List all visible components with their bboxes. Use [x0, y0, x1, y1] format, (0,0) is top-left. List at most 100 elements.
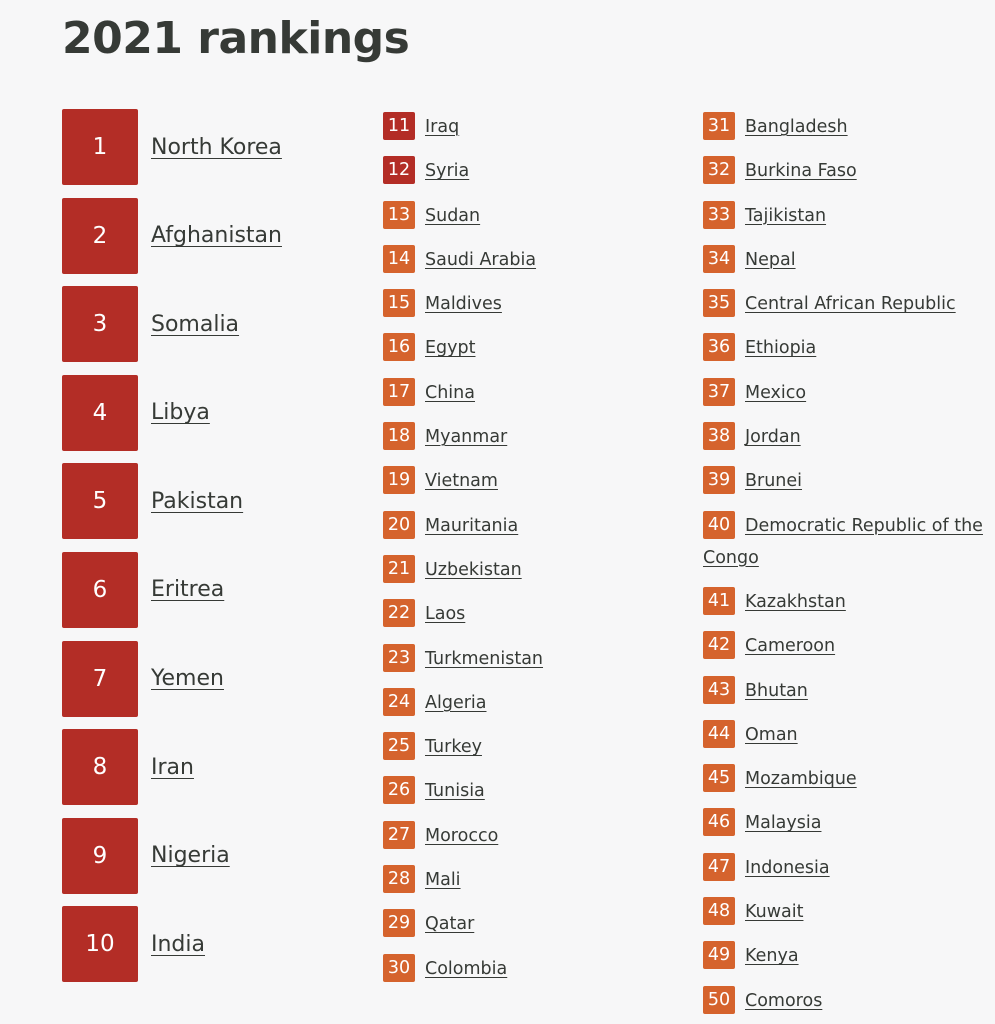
country-link[interactable]: Burkina Faso [745, 161, 857, 182]
country-link[interactable]: Democratic Republic of the Congo [703, 515, 983, 568]
country-link[interactable]: Mauritania [425, 515, 519, 536]
rank-badge: 21 [383, 554, 415, 583]
country-link[interactable]: Afghanistan [151, 223, 282, 249]
rank-badge: 19 [383, 466, 415, 495]
country-link[interactable]: Pakistan [151, 488, 244, 514]
ranking-item: 47 Indonesia [703, 852, 991, 884]
rank-badge: 12 [383, 156, 415, 185]
rank-badge: 28 [383, 865, 415, 894]
country-link[interactable]: Yemen [151, 666, 224, 692]
rank-badge: 46 [703, 808, 735, 837]
country-link[interactable]: Ethiopia [745, 338, 817, 359]
ranking-item: 44 Oman [703, 719, 991, 751]
rank-badge: 44 [703, 719, 735, 748]
country-link[interactable]: Central African Republic [745, 294, 956, 315]
country-link[interactable]: China [425, 382, 475, 403]
country-link[interactable]: Tunisia [425, 781, 485, 802]
ranking-item: 12 Syria [383, 155, 683, 187]
rank-badge: 7 [62, 640, 138, 717]
country-link[interactable]: Malaysia [745, 813, 822, 834]
country-link[interactable]: Sudan [425, 205, 481, 226]
country-link[interactable]: Comoros [745, 990, 823, 1011]
rank-badge: 45 [703, 764, 735, 793]
country-link[interactable]: Qatar [425, 914, 475, 935]
ranking-item: 2 Afghanistan [62, 197, 362, 274]
country-link[interactable]: Eritrea [151, 577, 225, 603]
country-link[interactable]: Cameroon [745, 636, 836, 657]
ranking-item: 19 Vietnam [383, 465, 683, 497]
ranking-item: 23 Turkmenistan [383, 643, 683, 675]
ranking-item: 21 Uzbekistan [383, 554, 683, 586]
country-link[interactable]: Egypt [425, 338, 476, 359]
rank-badge: 2 [62, 197, 138, 274]
country-link[interactable]: Mexico [745, 382, 807, 403]
ranking-item: 25 Turkey [383, 731, 683, 763]
country-link[interactable]: Somalia [151, 311, 240, 337]
ranking-item: 8 Iran [62, 729, 362, 806]
country-link[interactable]: Nepal [745, 249, 796, 270]
country-link[interactable]: Libya [151, 400, 210, 426]
ranking-item: 1 North Korea [62, 109, 362, 185]
rank-badge: 30 [383, 953, 415, 982]
country-link[interactable]: Kazakhstan [745, 591, 846, 612]
country-link[interactable]: Bangladesh [745, 117, 848, 137]
ranking-item: 34 Nepal [703, 244, 991, 276]
ranking-item: 3 Somalia [62, 286, 362, 363]
country-link[interactable]: Bhutan [745, 680, 808, 701]
rank-badge: 41 [703, 586, 735, 615]
ranking-item: 31 Bangladesh [703, 111, 991, 143]
country-link[interactable]: Mozambique [745, 769, 857, 790]
rank-badge: 31 [703, 112, 735, 140]
ranking-item: 4 Libya [62, 374, 362, 451]
country-link[interactable]: Turkey [425, 737, 482, 758]
rank-badge: 43 [703, 675, 735, 704]
country-link[interactable]: Mali [425, 870, 461, 891]
country-link[interactable]: Brunei [745, 471, 803, 492]
country-link[interactable]: Uzbekistan [425, 559, 522, 580]
ranking-item: 32 Burkina Faso [703, 155, 991, 187]
country-link[interactable]: Tajikistan [745, 205, 827, 226]
ranking-item: 38 Jordan [703, 421, 991, 453]
country-link[interactable]: Kuwait [745, 902, 804, 923]
ranking-item: 20 Mauritania [383, 510, 683, 542]
country-link[interactable]: Jordan [745, 427, 801, 448]
country-link[interactable]: Myanmar [425, 427, 508, 448]
country-link[interactable]: Iran [151, 754, 194, 780]
ranking-item: 46 Malaysia [703, 807, 991, 839]
rank-badge: 14 [383, 244, 415, 273]
country-link[interactable]: Vietnam [425, 471, 498, 492]
country-link[interactable]: Algeria [425, 692, 487, 713]
rankings-31-50-column: 31 Bangladesh 32 Burkina Faso 33 Tajikistan 34… [703, 111, 991, 1024]
country-link[interactable]: Kenya [745, 946, 799, 967]
country-link[interactable]: Nigeria [151, 843, 230, 869]
ranking-item: 11 Iraq [383, 111, 683, 143]
ranking-item: 39 Brunei [703, 465, 991, 497]
country-link[interactable]: Morocco [425, 825, 499, 846]
rank-badge: 49 [703, 941, 735, 970]
country-link[interactable]: Oman [745, 724, 798, 745]
rank-badge: 13 [383, 200, 415, 229]
country-link[interactable]: North Korea [151, 134, 282, 160]
country-link[interactable]: India [151, 931, 205, 957]
rank-badge: 48 [703, 897, 735, 926]
country-link[interactable]: Maldives [425, 294, 502, 315]
country-link[interactable]: Indonesia [745, 857, 830, 878]
ranking-item: 29 Qatar [383, 908, 683, 940]
rank-badge: 37 [703, 377, 735, 406]
ranking-item: 37 Mexico [703, 377, 991, 409]
rankings-11-30-column: 11 Iraq 12 Syria 13 Sudan 14 Saudi Arabia 15 Mald… [383, 111, 683, 997]
rank-badge: 16 [383, 333, 415, 362]
country-link[interactable]: Colombia [425, 958, 508, 979]
rank-badge: 9 [62, 817, 138, 894]
rank-badge: 17 [383, 377, 415, 406]
rank-badge: 35 [703, 289, 735, 318]
country-link[interactable]: Iraq [425, 117, 460, 137]
country-link[interactable]: Laos [425, 604, 466, 625]
ranking-item: 10 India [62, 906, 362, 983]
ranking-item: 35 Central African Republic [703, 288, 991, 320]
rank-badge: 40 [703, 510, 735, 539]
country-link[interactable]: Turkmenistan [425, 648, 544, 669]
rank-badge: 5 [62, 463, 138, 540]
country-link[interactable]: Syria [425, 161, 470, 182]
country-link[interactable]: Saudi Arabia [425, 249, 537, 270]
